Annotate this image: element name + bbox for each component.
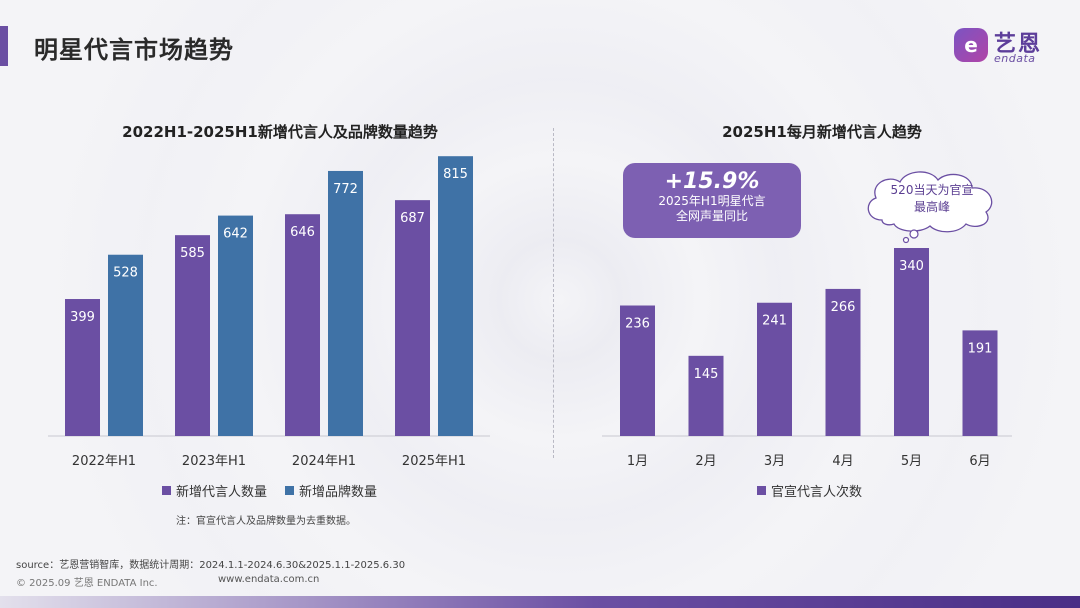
- bar-endorsers-2: [285, 214, 320, 436]
- bar-announcements-5: [962, 330, 998, 436]
- bar-brands-0: [108, 254, 143, 436]
- data-label-brands-1: 642: [223, 227, 248, 242]
- x-tick-label-right-5: 6月: [969, 454, 990, 469]
- legend-item-announcements: 官宣代言人次数: [757, 481, 862, 500]
- cloud-bubble: [867, 171, 993, 244]
- data-label-brands-0: 528: [113, 266, 138, 281]
- bar-brands-3: [438, 156, 473, 436]
- x-tick-label-right-0: 1月: [627, 454, 648, 469]
- bar-brands-1: [218, 215, 253, 436]
- bar-announcements-3: [825, 288, 861, 436]
- data-label-brands-2: 772: [333, 182, 358, 197]
- x-tick-label-right-4: 5月: [901, 454, 922, 469]
- bottom-band: [0, 596, 1080, 608]
- section-divider: [553, 128, 554, 458]
- bar-announcements-4: [894, 248, 929, 436]
- bar-endorsers-3: [395, 200, 430, 436]
- legend-item-brands: 新增品牌数量: [285, 481, 377, 500]
- legend-swatch-purple-2: [757, 486, 766, 495]
- data-label-announcements-2: 241: [762, 314, 787, 329]
- data-label-announcements-4: 340: [899, 259, 924, 274]
- legend-swatch-blue: [285, 486, 295, 495]
- bar-announcements-2: [757, 302, 792, 436]
- data-label-announcements-0: 236: [625, 317, 650, 332]
- x-tick-label-right-1: 2月: [695, 454, 716, 469]
- legend-label-brands: 新增品牌数量: [299, 485, 378, 500]
- left-legend: 新增代言人数量 新增品牌数量: [162, 481, 395, 500]
- cloud-annotation: 520当天为官宣 最高峰: [870, 182, 994, 216]
- data-label-announcements-3: 266: [831, 300, 856, 315]
- website-text: www.endata.com.cn: [218, 574, 320, 585]
- x-tick-label-left-0: 2022年H1: [72, 454, 136, 469]
- left-chart-title: 2022H1-2025H1新增代言人及品牌数量趋势: [122, 123, 438, 141]
- title-accent-bar: [0, 26, 8, 66]
- x-tick-label-left-3: 2025年H1: [402, 454, 466, 469]
- endata-logo: e 艺恩 endata: [954, 26, 1066, 66]
- callout-value: +15.9%: [664, 169, 760, 194]
- growth-callout: +15.9% 2025年H1明星代言 全网声量同比: [623, 163, 801, 238]
- data-label-endorsers-2: 646: [290, 225, 315, 240]
- x-tick-label-right-2: 3月: [764, 454, 785, 469]
- logo-name-cn: 艺恩: [994, 32, 1043, 57]
- cloud-line1: 520当天为官宣: [890, 183, 974, 197]
- bar-endorsers-0: [65, 299, 100, 436]
- callout-line2: 全网声量同比: [675, 209, 748, 223]
- chart-note: 注：官宣代言人及品牌数量为去重数据。: [176, 516, 356, 527]
- data-label-endorsers-0: 399: [70, 310, 95, 325]
- x-tick-label-left-1: 2023年H1: [182, 454, 246, 469]
- data-label-brands-3: 815: [443, 167, 468, 182]
- data-label-endorsers-3: 687: [400, 211, 425, 226]
- callout-line1: 2025年H1明星代言: [658, 194, 766, 208]
- page-title: 明星代言市场趋势: [34, 36, 234, 64]
- data-label-announcements-5: 191: [968, 341, 993, 356]
- bar-brands-2: [328, 170, 363, 436]
- right-chart-title: 2025H1每月新增代言人趋势: [722, 123, 922, 141]
- copyright-text: © 2025.09 艺恩 ENDATA Inc.: [16, 578, 158, 589]
- data-label-announcements-1: 145: [694, 367, 719, 382]
- legend-swatch-purple: [162, 486, 171, 495]
- logo-name-en: endata: [994, 52, 1036, 65]
- legend-item-endorsers: 新增代言人数量: [162, 481, 267, 500]
- legend-label-announcements: 官宣代言人次数: [771, 485, 863, 500]
- logo-mark: e: [954, 28, 988, 62]
- x-tick-label-left-2: 2024年H1: [292, 454, 356, 469]
- source-text: source：艺恩营销智库，数据统计周期：2024.1.1-2024.6.30&…: [16, 560, 406, 571]
- legend-label-endorsers: 新增代言人数量: [176, 485, 268, 500]
- cloud-line2: 最高峰: [913, 200, 950, 214]
- right-legend: 官宣代言人次数: [757, 481, 880, 500]
- bar-announcements-0: [620, 305, 655, 436]
- data-label-endorsers-1: 585: [180, 246, 205, 261]
- bar-endorsers-1: [175, 235, 210, 436]
- bar-announcements-1: [688, 355, 724, 436]
- x-tick-label-right-3: 4月: [832, 454, 853, 469]
